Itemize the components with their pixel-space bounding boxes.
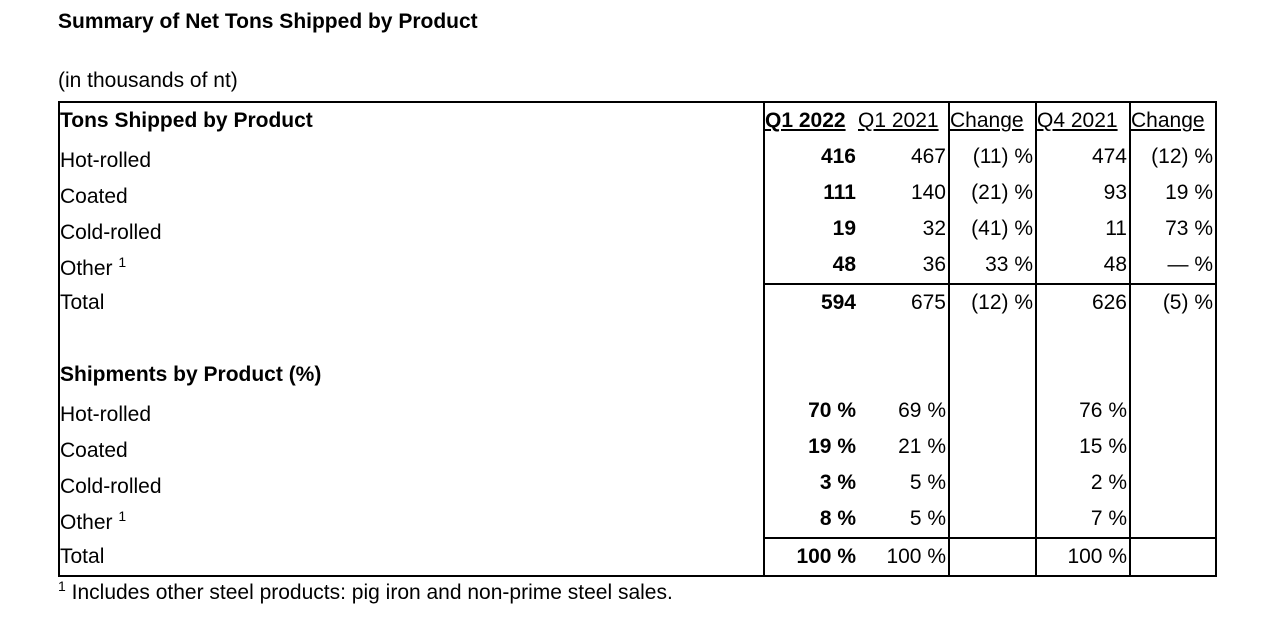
value-cell: 93 — [1035, 175, 1130, 211]
header-row: Tons Shipped by Product Q1 2022 Q1 2021 Cha… — [59, 102, 1216, 139]
value-cell: 111 — [763, 175, 858, 211]
value-cell: 32 — [922, 217, 946, 240]
value-cell: 76 % — [1035, 393, 1130, 429]
value-cell — [1129, 537, 1216, 576]
value-cell: 19 % — [1129, 175, 1216, 211]
table-row: Cold-rolled 3 % 5 % 2 % — [59, 465, 1216, 501]
page-title: Summary of Net Tons Shipped by Product — [58, 10, 478, 33]
value-cell: (21) % — [948, 175, 1036, 211]
value-cell: (11) % — [948, 139, 1036, 175]
section-heading-row: Shipments by Product (%) — [59, 357, 1216, 393]
row-label: Coated — [60, 184, 128, 208]
row-label: Total — [60, 544, 105, 568]
value-cell: (12) % — [1129, 139, 1216, 175]
footnote-ref: 1 — [118, 508, 127, 524]
value-cell — [1129, 429, 1216, 465]
value-cell — [1129, 393, 1216, 429]
shipments-table: Tons Shipped by Product Q1 2022 Q1 2021 Cha… — [58, 101, 1217, 577]
spacer-row — [59, 321, 1216, 357]
value-cell: 73 % — [1129, 211, 1216, 247]
value-cell — [1129, 501, 1216, 538]
table-row: Other 1 48 36 33 % 48— % — [59, 247, 1216, 284]
value-cell: 416 — [763, 139, 858, 175]
row-label: Coated — [60, 438, 128, 462]
row-label: Other 1 — [60, 254, 127, 280]
value-cell: 48 — [763, 247, 858, 284]
table-row: Coated 19 % 21 % 15 % — [59, 429, 1216, 465]
table-row: Coated 111 140 (21) % 93 19 % — [59, 175, 1216, 211]
value-cell: (5) % — [1129, 283, 1216, 321]
value-cell: 2 % — [1035, 465, 1130, 501]
footnote-marker: 1 — [58, 578, 66, 594]
column-header: Change — [948, 102, 1036, 139]
value-cell: 15 % — [1035, 429, 1130, 465]
value-cell: 626 — [1035, 283, 1130, 321]
footnote-ref: 1 — [118, 254, 127, 270]
section-heading: Shipments by Product (%) — [60, 363, 322, 386]
value-cell — [948, 465, 1036, 501]
value-cell: 5 % — [909, 471, 946, 494]
row-label: Cold-rolled — [60, 474, 162, 498]
row-label: Cold-rolled — [60, 220, 162, 244]
table-row: Hot-rolled 70 % 69 % 76 % — [59, 393, 1216, 429]
value-cell: 19 % — [763, 429, 858, 465]
value-cell: 467 — [910, 145, 946, 168]
value-cell: 8 % — [763, 501, 858, 538]
value-cell: (12) % — [948, 283, 1036, 321]
value-cell: (41) % — [948, 211, 1036, 247]
value-cell: 11 — [1035, 211, 1130, 247]
value-cell: 675 — [858, 283, 949, 321]
section-heading: Tons Shipped by Product — [60, 109, 313, 132]
value-cell — [948, 537, 1036, 576]
row-label: Hot-rolled — [60, 148, 152, 172]
table-row: Hot-rolled 416 467 (11) % 474 (12) % — [59, 139, 1216, 175]
value-cell: 36 — [922, 253, 946, 276]
units-note: (in thousands of nt) — [58, 69, 238, 92]
value-cell — [1129, 465, 1216, 501]
value-cell: 5 % — [909, 507, 946, 530]
value-cell: 3 % — [763, 465, 858, 501]
row-label: Total — [60, 290, 105, 314]
value-cell: 100 % — [858, 537, 949, 576]
value-cell — [948, 393, 1036, 429]
value-cell — [948, 429, 1036, 465]
value-cell: 7 % — [1035, 501, 1130, 538]
table-row: Cold-rolled 19 32 (41) % 11 73 % — [59, 211, 1216, 247]
value-cell: 594 — [763, 283, 858, 321]
value-cell: 48 — [1035, 247, 1130, 284]
column-header: Change — [1129, 102, 1216, 139]
value-cell: 19 — [763, 211, 858, 247]
value-cell: 21 % — [898, 435, 946, 458]
table-row: Other 1 8 % 5 % 7 % — [59, 501, 1216, 538]
footnote: 1 Includes other steel products: pig iro… — [58, 578, 673, 605]
value-cell: 474 — [1035, 139, 1130, 175]
value-cell: — % — [1129, 247, 1216, 284]
value-cell: 100 % — [1035, 537, 1130, 576]
footnote-text: Includes other steel products: pig iron … — [71, 581, 673, 604]
column-header: Q4 2021 — [1035, 102, 1130, 139]
row-label: Other 1 — [60, 508, 127, 534]
value-cell: 69 % — [898, 399, 946, 422]
value-cell: 100 % — [763, 537, 858, 576]
value-cell: 33 % — [948, 247, 1036, 284]
value-cell — [948, 501, 1036, 538]
value-cell: 70 % — [763, 393, 858, 429]
value-cell: 140 — [910, 181, 946, 204]
total-row: Total 100 % 100 % 100 % — [59, 537, 1216, 576]
column-header: Q1 2022 — [763, 102, 858, 139]
row-label: Hot-rolled — [60, 402, 152, 426]
total-row: Total 594 675 (12) % 626 (5) % — [59, 283, 1216, 321]
column-header: Q1 2021 — [858, 109, 939, 132]
